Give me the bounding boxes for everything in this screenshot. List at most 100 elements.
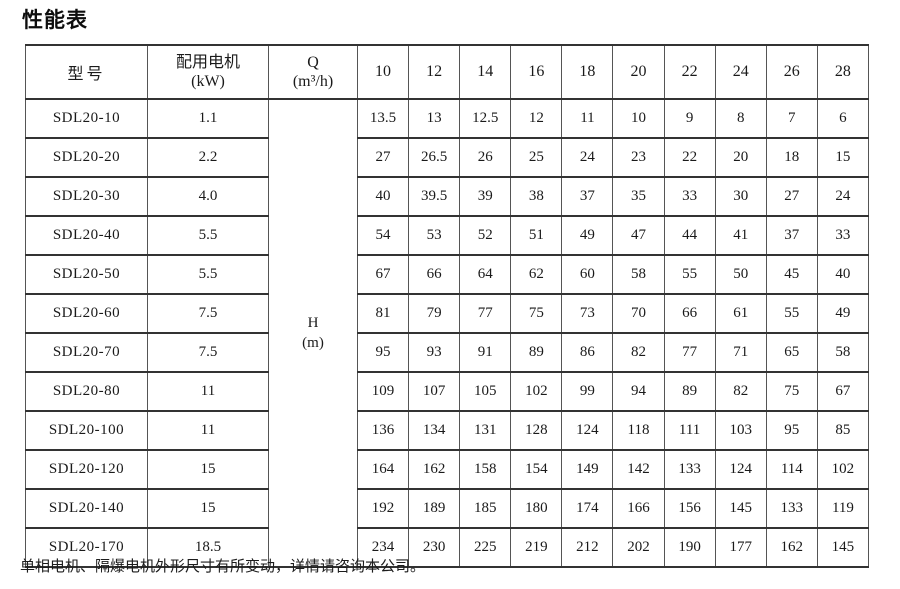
head-value-cell: 105 xyxy=(459,371,512,412)
performance-table: 型号 配用电机 (kW) Q (m³/h) 10 12 14 16 18 20 22 24 26… xyxy=(25,44,870,568)
head-value-cell: 58 xyxy=(612,254,665,295)
head-value-cell: 77 xyxy=(459,293,512,334)
head-value-cell: 145 xyxy=(816,527,870,568)
head-value-cell: 30 xyxy=(714,176,767,217)
head-value-cell: 12.5 xyxy=(459,98,512,139)
head-value-cell: 128 xyxy=(510,410,563,451)
footnote-text: 单相电机、隔爆电机外形尺寸有所变动，详情请咨询本公司。 xyxy=(20,558,426,575)
table-row: SDL20-10 1.1 H (m) 13.5 13 12.5 12 11 10 9 8 7 6 xyxy=(25,98,870,568)
motor-power-cell: 11 xyxy=(147,410,269,451)
model-column-header: 型号 xyxy=(25,44,148,100)
head-unit-merged-cell: H (m) xyxy=(268,98,358,568)
head-value-cell: 61 xyxy=(714,293,767,334)
flow-value-header-cell: 14 xyxy=(459,44,512,100)
head-value-cell: 24 xyxy=(561,137,614,178)
head-value-cell: 103 xyxy=(714,410,767,451)
head-value-cell: 55 xyxy=(663,254,716,295)
head-value-cell: 102 xyxy=(816,449,870,490)
table-row: SDL20-50 5.5 67 66 64 62 60 58 55 50 45 40 xyxy=(25,254,870,295)
head-value-cell: 124 xyxy=(561,410,614,451)
head-value-cell: 134 xyxy=(408,410,461,451)
head-value-cell: 82 xyxy=(612,332,665,373)
head-value-cell: 174 xyxy=(561,488,614,529)
flow-value-header-cell: 18 xyxy=(561,44,614,100)
head-value-cell: 18 xyxy=(765,137,818,178)
motor-power-cell: 7.5 xyxy=(147,293,269,334)
head-value-cell: 107 xyxy=(408,371,461,412)
flow-value-header-cell: 16 xyxy=(510,44,563,100)
head-value-cell: 33 xyxy=(663,176,716,217)
flow-value-header-cell: 10 xyxy=(356,44,410,100)
head-value-cell: 23 xyxy=(612,137,665,178)
head-value-cell: 26 xyxy=(459,137,512,178)
head-value-cell: 38 xyxy=(510,176,563,217)
head-value-cell: 133 xyxy=(765,488,818,529)
head-value-cell: 66 xyxy=(408,254,461,295)
table-row: SDL20-80 11 109 107 105 102 99 94 89 82 75 67 xyxy=(25,371,870,412)
motor-power-cell: 18.5 xyxy=(147,527,269,568)
model-cell: SDL20-120 xyxy=(25,449,148,490)
motor-power-label-line2: (kW) xyxy=(191,73,225,90)
head-value-cell: 62 xyxy=(510,254,563,295)
table-row: SDL20-120 15 164 162 158 154 149 142 133 124 114 10… xyxy=(25,449,870,490)
head-value-cell: 79 xyxy=(408,293,461,334)
head-value-cell: 89 xyxy=(510,332,563,373)
head-value-cell: 25 xyxy=(510,137,563,178)
flow-value-header-cell: 22 xyxy=(663,44,716,100)
head-value-cell: 54 xyxy=(356,215,410,256)
head-value-cell: 35 xyxy=(612,176,665,217)
head-value-cell: 95 xyxy=(356,332,410,373)
head-value-cell: 162 xyxy=(408,449,461,490)
head-value-cell: 225 xyxy=(459,527,512,568)
motor-power-column-header: 配用电机 (kW) xyxy=(147,44,269,100)
head-value-cell: 6 xyxy=(816,98,870,139)
head-unit-label-line2: (m) xyxy=(302,335,324,351)
head-value-cell: 156 xyxy=(663,488,716,529)
head-value-cell: 164 xyxy=(356,449,410,490)
head-value-cell: 50 xyxy=(714,254,767,295)
head-value-cell: 22 xyxy=(663,137,716,178)
motor-power-cell: 15 xyxy=(147,488,269,529)
head-value-cell: 154 xyxy=(510,449,563,490)
head-value-cell: 82 xyxy=(714,371,767,412)
head-value-cell: 142 xyxy=(612,449,665,490)
head-value-cell: 73 xyxy=(561,293,614,334)
model-cell: SDL20-40 xyxy=(25,215,148,256)
head-value-cell: 133 xyxy=(663,449,716,490)
head-value-cell: 202 xyxy=(612,527,665,568)
head-value-cell: 7 xyxy=(765,98,818,139)
motor-power-cell: 1.1 xyxy=(147,98,269,139)
head-value-cell: 166 xyxy=(612,488,665,529)
head-value-cell: 192 xyxy=(356,488,410,529)
head-value-cell: 102 xyxy=(510,371,563,412)
head-value-cell: 64 xyxy=(459,254,512,295)
motor-power-cell: 5.5 xyxy=(147,215,269,256)
head-value-cell: 219 xyxy=(510,527,563,568)
head-value-cell: 95 xyxy=(765,410,818,451)
model-cell: SDL20-100 xyxy=(25,410,148,451)
head-value-cell: 41 xyxy=(714,215,767,256)
head-value-cell: 67 xyxy=(356,254,410,295)
head-value-cell: 89 xyxy=(663,371,716,412)
head-value-cell: 49 xyxy=(561,215,614,256)
head-value-cell: 60 xyxy=(561,254,614,295)
head-value-cell: 94 xyxy=(612,371,665,412)
head-value-cell: 234 xyxy=(356,527,410,568)
head-value-cell: 40 xyxy=(816,254,870,295)
head-value-cell: 53 xyxy=(408,215,461,256)
head-value-cell: 67 xyxy=(816,371,870,412)
table-row: SDL20-70 7.5 95 93 91 89 86 82 77 71 65 58 xyxy=(25,332,870,373)
head-value-cell: 20 xyxy=(714,137,767,178)
table-row: SDL20-170 18.5 234 230 225 219 212 202 190 177 162… xyxy=(25,527,870,568)
head-value-cell: 149 xyxy=(561,449,614,490)
head-value-cell: 51 xyxy=(510,215,563,256)
head-value-cell: 185 xyxy=(459,488,512,529)
head-value-cell: 12 xyxy=(510,98,563,139)
header-row: 型号 配用电机 (kW) Q (m³/h) 10 12 14 16 18 20 22 24 26… xyxy=(25,44,870,100)
head-value-cell: 9 xyxy=(663,98,716,139)
head-value-cell: 27 xyxy=(765,176,818,217)
head-value-cell: 11 xyxy=(561,98,614,139)
head-value-cell: 27 xyxy=(356,137,410,178)
table-row: SDL20-100 11 136 134 131 128 124 118 111 103 95 85 xyxy=(25,410,870,451)
flow-rate-label-line1: Q xyxy=(307,53,319,71)
